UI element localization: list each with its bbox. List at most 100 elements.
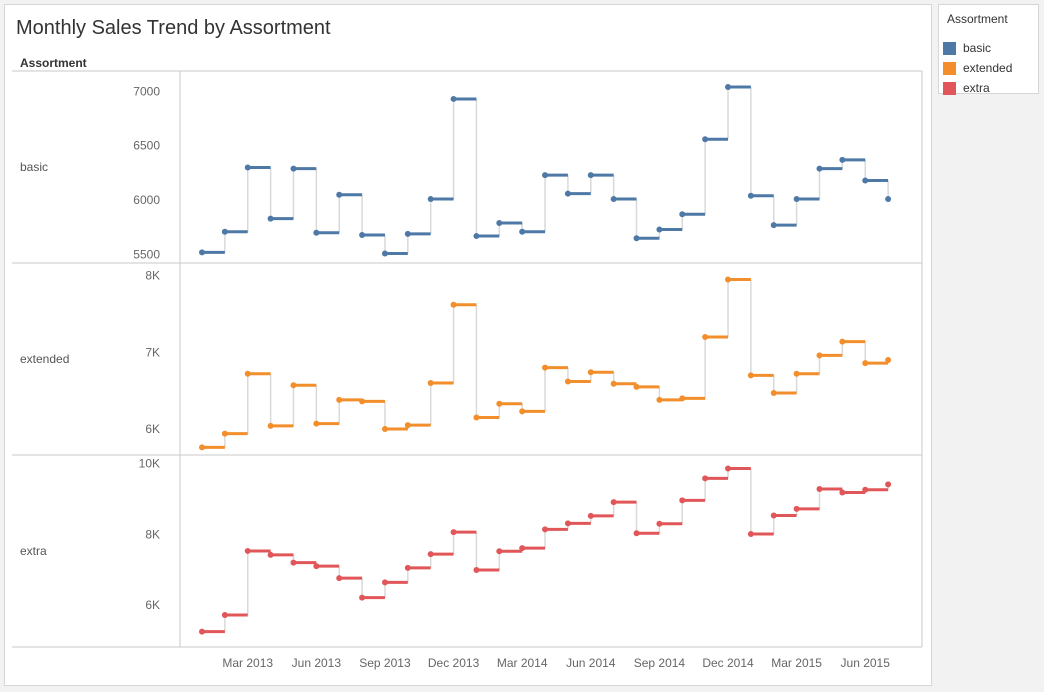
data-point-extended: [793, 370, 800, 377]
data-point-extended: [587, 369, 594, 376]
data-point-extended: [770, 389, 777, 396]
data-point-extended: [221, 430, 228, 437]
data-point-extended: [747, 372, 754, 379]
data-point-basic: [404, 230, 411, 237]
data-point-basic: [587, 172, 594, 179]
data-point-extra: [747, 530, 754, 537]
data-point-extra: [336, 575, 343, 582]
data-point-extended: [290, 382, 297, 389]
legend-swatch-extra: [943, 81, 956, 95]
x-tick-label: Jun 2013: [292, 656, 342, 670]
data-point-basic: [359, 231, 366, 238]
legend-item-extra[interactable]: extra: [943, 80, 990, 96]
legend-item-extended[interactable]: extended: [943, 60, 1012, 76]
data-point-extra: [702, 475, 709, 482]
x-tick-label: Sep 2013: [359, 656, 411, 670]
data-point-extended: [885, 357, 892, 363]
data-point-extra: [885, 481, 892, 488]
data-point-extended: [656, 396, 663, 403]
data-point-basic: [542, 172, 549, 179]
y-tick-label-extended-8K: 8K: [145, 269, 160, 283]
x-tick-label: Dec 2014: [702, 656, 754, 670]
data-point-basic: [679, 211, 686, 218]
y-tick-label-basic-6500: 6500: [133, 139, 160, 153]
data-point-extended: [702, 334, 709, 340]
data-point-extra: [244, 547, 251, 554]
data-point-extra: [496, 548, 503, 555]
data-point-basic: [885, 196, 892, 203]
data-point-extended: [473, 414, 480, 421]
data-point-basic: [267, 215, 274, 222]
legend-item-basic[interactable]: basic: [943, 40, 991, 56]
data-point-extra: [290, 559, 297, 566]
data-point-extended: [519, 408, 526, 415]
data-point-extra: [359, 594, 366, 601]
data-point-extra: [427, 551, 434, 558]
data-point-extra: [633, 530, 640, 537]
data-point-basic: [496, 220, 503, 226]
data-point-extended: [450, 301, 457, 308]
data-point-extra: [656, 520, 663, 527]
y-tick-label-extended-7K: 7K: [145, 345, 160, 359]
data-point-extra: [381, 579, 388, 586]
data-point-basic: [725, 83, 732, 90]
data-point-basic: [793, 196, 800, 203]
data-point-basic: [747, 192, 754, 199]
data-point-basic: [633, 235, 640, 242]
x-tick-label: Jun 2015: [841, 656, 891, 670]
data-point-extended: [313, 420, 320, 427]
x-tick-label: Dec 2013: [428, 656, 480, 670]
data-point-basic: [221, 228, 228, 235]
data-point-extended: [496, 400, 503, 407]
data-point-extended: [199, 444, 205, 451]
data-point-extra: [473, 567, 480, 574]
y-tick-label-basic-5500: 5500: [133, 248, 160, 262]
data-point-basic: [702, 136, 709, 143]
legend-title: Assortment: [947, 12, 1008, 26]
y-tick-label-extra-8K: 8K: [145, 527, 160, 541]
legend-swatch-extended: [943, 61, 956, 75]
legend-swatch-basic: [943, 41, 956, 55]
data-point-basic: [381, 250, 388, 257]
chart-title: Monthly Sales Trend by Assortment: [16, 17, 331, 39]
data-point-extra: [221, 611, 228, 618]
data-point-extra: [839, 489, 846, 496]
y-tick-label-basic-7000: 7000: [133, 84, 160, 98]
legend: Assortment basic extended extra: [938, 4, 1039, 96]
legend-label-extra: extra: [963, 81, 990, 95]
data-point-basic: [816, 165, 823, 172]
x-tick-label: Mar 2014: [497, 656, 548, 670]
data-point-extended: [610, 380, 617, 387]
series-extra: [199, 465, 892, 635]
data-point-basic: [656, 226, 663, 233]
data-point-extra: [519, 545, 526, 552]
data-point-basic: [564, 190, 571, 197]
data-point-basic: [336, 191, 343, 198]
chart-panel: [4, 4, 932, 686]
data-point-extended: [381, 426, 388, 432]
data-point-extra: [770, 512, 777, 519]
x-tick-label: Jun 2014: [566, 656, 616, 670]
data-point-basic: [290, 165, 297, 172]
data-point-extended: [427, 380, 434, 386]
legend-label-extended: extended: [963, 61, 1013, 75]
data-point-extended: [564, 378, 571, 385]
data-point-extra: [267, 551, 274, 558]
data-point-extended: [679, 395, 686, 402]
data-point-basic: [519, 228, 526, 235]
data-point-basic: [473, 233, 480, 240]
data-point-extra: [587, 512, 594, 519]
row-label-basic: basic: [20, 160, 48, 174]
data-point-basic: [313, 229, 320, 236]
y-tick-label-extra-10K: 10K: [139, 457, 160, 471]
row-label-extra: extra: [20, 544, 47, 558]
data-point-extended: [542, 364, 549, 371]
data-point-extended: [267, 422, 274, 429]
data-point-extended: [633, 383, 640, 390]
data-point-basic: [862, 177, 869, 184]
y-tick-label-extra-6K: 6K: [145, 598, 160, 612]
data-point-extra: [610, 499, 617, 506]
data-point-extra: [816, 486, 823, 493]
data-point-extra: [450, 529, 457, 536]
